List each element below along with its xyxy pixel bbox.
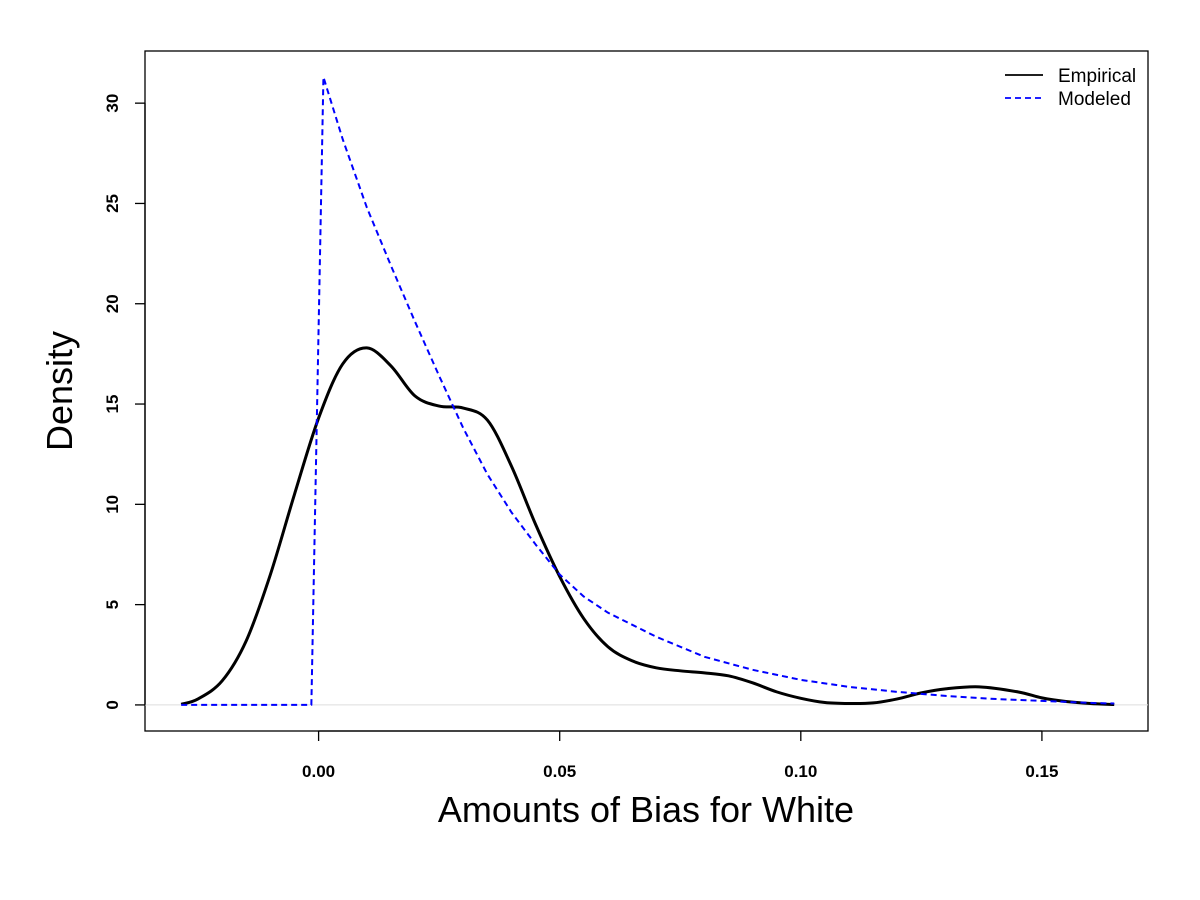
y-tick-label: 0 [103, 700, 122, 709]
y-tick-label: 30 [103, 94, 122, 113]
y-tick-label: 20 [103, 294, 122, 313]
x-axis-title: Amounts of Bias for White [438, 789, 854, 830]
y-tick-label: 25 [103, 194, 122, 213]
x-axis: 0.00 0.05 0.10 0.15 [302, 730, 1058, 781]
y-tick-label: 10 [103, 495, 122, 514]
x-tick-label: 0.00 [302, 762, 335, 781]
series-line-modeled [181, 76, 1115, 706]
series-layer [180, 76, 1115, 707]
x-tick-label: 0.15 [1025, 762, 1058, 781]
legend-label-modeled: Modeled [1058, 89, 1131, 110]
series-line-empirical [180, 346, 1115, 707]
legend-label-empirical: Empirical [1058, 66, 1136, 87]
x-tick-label: 0.05 [543, 762, 576, 781]
plot-frame [144, 50, 1149, 732]
y-tick-label: 5 [103, 600, 122, 609]
x-tick-label: 0.10 [784, 762, 817, 781]
y-axis: 0 5 10 15 20 25 30 [103, 94, 146, 710]
y-axis-title: Density [39, 331, 80, 451]
y-tick-label: 15 [103, 395, 122, 414]
